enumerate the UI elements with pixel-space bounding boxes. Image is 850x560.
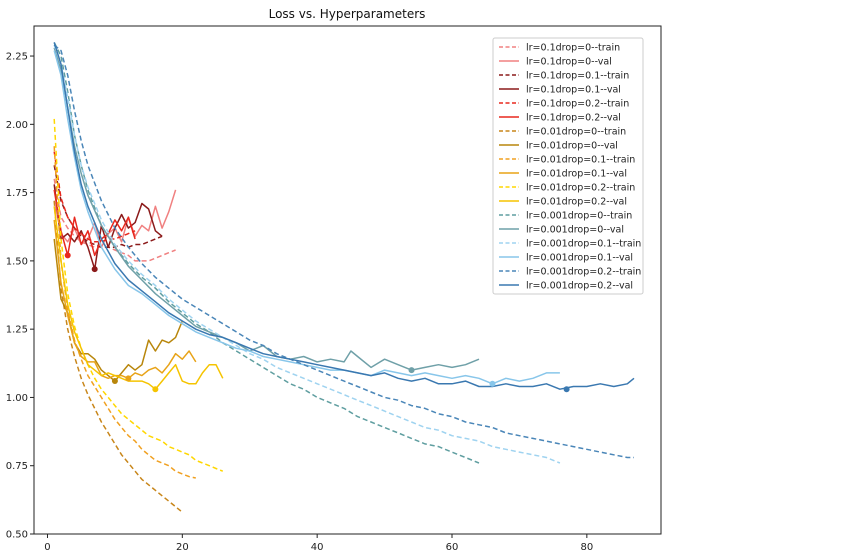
legend-label: lr=0.1drop=0.2--val <box>526 113 621 124</box>
best-point-marker <box>152 386 159 393</box>
legend-label: lr=0.01drop=0.2--val <box>526 197 627 208</box>
x-tick-label: 20 <box>176 542 189 553</box>
y-tick-label: 1.00 <box>6 393 28 404</box>
legend-box <box>492 37 644 295</box>
legend-label: lr=0.1drop=0.2--train <box>526 99 629 110</box>
series-layer <box>53 42 635 513</box>
legend-label: lr=0.1drop=0.1--val <box>526 85 621 96</box>
series-line-lr-0-01drop-0-train <box>53 200 183 513</box>
legend-label: lr=0.1drop=0.1--train <box>526 71 629 82</box>
y-tick-label: 2.25 <box>6 52 28 63</box>
legend-label: lr=0.01drop=0.1--val <box>526 169 627 180</box>
legend-label: lr=0.01drop=0.2--train <box>526 183 635 194</box>
x-tick-label: 40 <box>311 542 324 553</box>
series-line-lr-0-01drop-0-2-train <box>53 118 224 472</box>
series-line-lr-0-001drop-0-val <box>53 47 480 371</box>
y-tick-label: 2.00 <box>6 120 28 131</box>
series-line-lr-0-01drop-0-1-val <box>53 219 197 380</box>
legend-label: lr=0.1drop=0--val <box>526 57 612 68</box>
best-point-marker <box>408 367 415 374</box>
legend-label: lr=0.001drop=0.1--train <box>526 239 641 250</box>
chart-title: Loss vs. Hyperparameters <box>269 7 426 21</box>
y-tick-label: 1.50 <box>6 256 28 267</box>
legend-label: lr=0.001drop=0--train <box>526 211 632 222</box>
legend-label: lr=0.001drop=0.1--val <box>526 253 633 264</box>
best-point-marker <box>125 375 132 382</box>
x-tick-label: 0 <box>44 542 50 553</box>
marker-layer <box>64 252 570 393</box>
y-tick-label: 1.25 <box>6 325 28 336</box>
best-point-marker <box>64 252 71 259</box>
plot-area <box>33 25 662 535</box>
y-tick-label: 0.50 <box>6 530 28 541</box>
best-point-marker <box>489 380 496 387</box>
legend-label: lr=0.01drop=0--train <box>526 127 626 138</box>
legend: lr=0.1drop=0--train lr=0.1drop=0--val lr=0… <box>492 37 644 295</box>
series-line-lr-0-001drop-0-2-val <box>53 42 635 390</box>
y-tick-label: 0.75 <box>6 461 28 472</box>
series-line-lr-0-001drop-0-1-val <box>53 50 560 385</box>
legend-label: lr=0.001drop=0--val <box>526 225 624 236</box>
x-tick-label: 60 <box>446 542 459 553</box>
best-point-marker <box>563 386 570 393</box>
series-line-lr-0-001drop-0-2-train <box>53 44 634 459</box>
best-point-marker <box>91 266 98 273</box>
legend-label: lr=0.01drop=0.1--train <box>526 155 635 166</box>
legend-label: lr=0.001drop=0.2--val <box>526 281 633 292</box>
x-tick-label: 80 <box>580 542 593 553</box>
series-line-lr-0-01drop-0-1-train <box>53 146 196 479</box>
y-tick-label: 1.75 <box>6 188 28 199</box>
series-line-lr-0-1drop-0-1-val <box>53 184 163 270</box>
series-line-lr-0-001drop-0-1-train <box>53 44 561 464</box>
legend-label: lr=0.1drop=0--train <box>526 43 620 54</box>
series-line-lr-0-01drop-0-2-val <box>53 206 224 390</box>
series-line-lr-0-1drop-0-2-train <box>53 151 136 243</box>
best-point-marker <box>111 378 118 385</box>
legend-label: lr=0.001drop=0.2--train <box>526 267 641 278</box>
series-line-lr-0-1drop-0-train <box>53 178 176 262</box>
y-axis: 0.50 0.75 1.00 1.25 1.50 1.75 2.00 2.25 <box>6 52 34 541</box>
x-axis: 0 20 40 60 80 <box>44 534 593 553</box>
legend-label: lr=0.01drop=0--val <box>526 141 618 152</box>
